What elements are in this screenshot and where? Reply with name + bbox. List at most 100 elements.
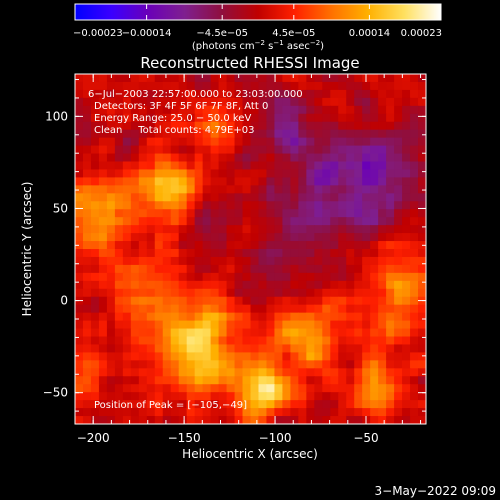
heatmap-cell bbox=[242, 121, 252, 131]
heatmap-cell bbox=[154, 296, 164, 306]
heatmap-cell bbox=[258, 225, 268, 234]
heatmap-cell bbox=[90, 161, 100, 171]
heatmap-cell bbox=[354, 241, 363, 250]
heatmap-cell bbox=[242, 153, 252, 163]
heatmap-cell bbox=[266, 185, 276, 194]
heatmap-cell bbox=[106, 81, 116, 91]
heatmap-cell bbox=[162, 280, 172, 290]
heatmap-cell bbox=[250, 288, 260, 298]
heatmap-cell bbox=[394, 74, 403, 83]
heatmap-cell bbox=[362, 288, 371, 298]
heatmap-cell bbox=[234, 249, 244, 258]
heatmap-cell bbox=[114, 241, 124, 250]
heatmap-cell bbox=[122, 121, 132, 131]
heatmap-cell bbox=[146, 89, 156, 99]
heatmap-cell bbox=[322, 217, 331, 226]
heatmap-cell bbox=[322, 416, 331, 424]
heatmap-cell bbox=[114, 320, 124, 330]
heatmap-cell bbox=[122, 352, 132, 361]
heatmap-cell bbox=[402, 137, 411, 147]
heatmap-cell bbox=[298, 304, 307, 314]
heatmap-cell bbox=[146, 256, 156, 266]
heatmap-cell bbox=[114, 328, 124, 338]
heatmap-cell bbox=[378, 392, 387, 401]
heatmap-cell bbox=[210, 177, 220, 186]
heatmap-cell bbox=[378, 360, 387, 369]
heatmap-cell bbox=[75, 74, 84, 83]
heatmap-cell bbox=[114, 408, 124, 417]
heatmap-cell bbox=[154, 217, 164, 226]
heatmap-cell bbox=[146, 161, 156, 171]
heatmap-cell bbox=[402, 153, 411, 163]
heatmap-cell bbox=[282, 105, 291, 115]
heatmap-cell bbox=[266, 264, 276, 274]
heatmap-cell bbox=[202, 201, 212, 210]
heatmap-cell bbox=[122, 400, 132, 409]
heatmap-cell bbox=[98, 400, 108, 409]
heatmap-cell bbox=[170, 201, 180, 210]
heatmap-cell bbox=[122, 392, 132, 401]
heatmap-cell bbox=[186, 296, 196, 306]
heatmap-cell bbox=[282, 392, 291, 401]
heatmap-cell bbox=[378, 193, 387, 202]
heatmap-cell bbox=[306, 416, 315, 424]
heatmap-cell bbox=[282, 320, 291, 330]
heatmap-cell bbox=[178, 368, 188, 377]
heatmap-cell bbox=[162, 137, 172, 147]
heatmap-cell bbox=[162, 416, 172, 424]
heatmap-cell bbox=[170, 209, 180, 218]
heatmap-cell bbox=[258, 193, 268, 202]
heatmap-cell bbox=[282, 185, 291, 194]
heatmap-cell bbox=[346, 400, 355, 409]
heatmap-cell bbox=[234, 129, 244, 139]
heatmap-cell bbox=[330, 74, 339, 83]
heatmap-cell bbox=[258, 400, 268, 409]
heatmap-cell bbox=[226, 296, 236, 306]
heatmap-cell bbox=[146, 392, 156, 401]
heatmap-cell bbox=[162, 225, 172, 234]
heatmap-cell bbox=[394, 105, 403, 115]
heatmap-cell bbox=[266, 97, 276, 107]
heatmap-cell bbox=[322, 193, 331, 202]
heatmap-cell bbox=[330, 193, 339, 202]
heatmap-cell bbox=[346, 81, 355, 91]
heatmap-cell bbox=[314, 105, 323, 115]
heatmap-cell bbox=[290, 336, 299, 346]
heatmap-cell bbox=[234, 81, 244, 91]
heatmap-cell bbox=[298, 264, 307, 274]
heatmap-cell bbox=[258, 209, 268, 218]
heatmap-cell bbox=[75, 81, 84, 91]
heatmap-cell bbox=[346, 121, 355, 131]
heatmap-cell bbox=[82, 161, 92, 171]
heatmap-cell bbox=[282, 161, 291, 171]
heatmap-cell bbox=[226, 113, 236, 123]
heatmap-cell bbox=[298, 280, 307, 290]
y-tick-label: 50 bbox=[53, 201, 68, 215]
heatmap-cell bbox=[346, 392, 355, 401]
heatmap-cell bbox=[298, 320, 307, 330]
heatmap-cell bbox=[410, 368, 419, 377]
heatmap-cell bbox=[338, 304, 347, 314]
heatmap-cell bbox=[138, 400, 148, 409]
heatmap-cell bbox=[162, 241, 172, 250]
heatmap-cell bbox=[90, 392, 100, 401]
heatmap-cell bbox=[258, 376, 268, 385]
heatmap-cell bbox=[330, 97, 339, 107]
heatmap-cell bbox=[82, 400, 92, 409]
heatmap-cell bbox=[82, 113, 92, 123]
heatmap-cell bbox=[106, 113, 116, 123]
heatmap-cell bbox=[242, 193, 252, 202]
heatmap-cell bbox=[330, 81, 339, 91]
heatmap-cell bbox=[306, 105, 315, 115]
heatmap-cell bbox=[346, 336, 355, 346]
heatmap-cell bbox=[186, 193, 196, 202]
heatmap-cell bbox=[338, 328, 347, 338]
heatmap-cell bbox=[258, 89, 268, 99]
heatmap-cell bbox=[194, 74, 204, 83]
x-axis-ticks: −200 −150 −100 −50 bbox=[77, 74, 422, 445]
heatmap-cell bbox=[154, 328, 164, 338]
heatmap-cell bbox=[194, 145, 204, 155]
heatmap-cell bbox=[194, 392, 204, 401]
heatmap-cell bbox=[354, 256, 363, 266]
heatmap-cell bbox=[306, 81, 315, 91]
